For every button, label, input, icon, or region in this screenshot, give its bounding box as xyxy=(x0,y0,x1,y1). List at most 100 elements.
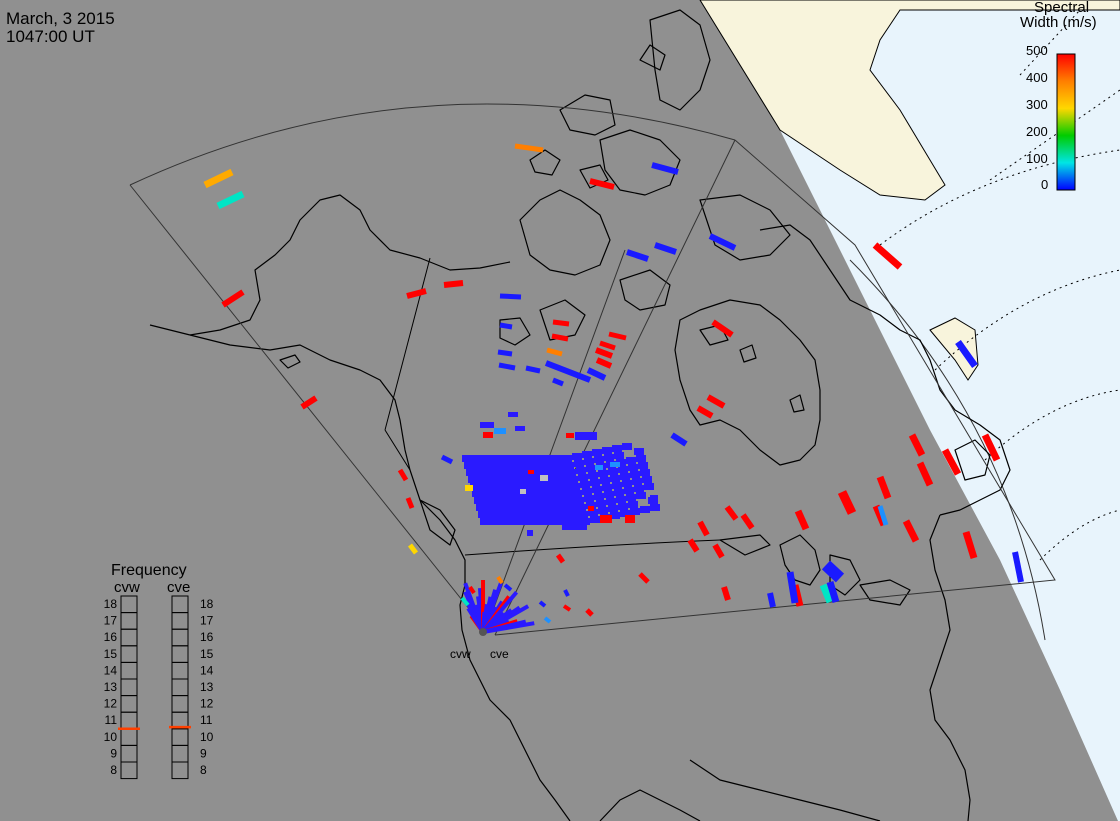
radar-echo-cell xyxy=(877,505,889,526)
radar-echo-cell xyxy=(962,530,978,560)
greenland-landmass xyxy=(699,0,1120,201)
radar-echo-cell xyxy=(221,289,245,308)
radar-echo-cell xyxy=(592,449,602,456)
radar-echo-cell xyxy=(484,462,494,469)
radar-echo-cell xyxy=(819,583,834,604)
radar-echo-cell xyxy=(406,288,427,299)
radar-echo-cell xyxy=(638,462,648,469)
radar-echo-cell xyxy=(564,462,574,469)
radar-site-marker xyxy=(479,628,487,636)
radar-echo-cell xyxy=(588,506,594,511)
radar-echo-cell xyxy=(508,511,518,518)
radar-echo-cell xyxy=(566,504,576,511)
radar-echo-cell xyxy=(548,476,558,483)
radar-echo-cell xyxy=(712,543,725,559)
radar-echo-cell xyxy=(650,495,658,503)
radar-echo-cell xyxy=(405,497,415,509)
frequency-tick-label: 16 xyxy=(200,630,214,644)
radar-echoes xyxy=(203,143,1024,634)
radar-echo-cell xyxy=(622,480,632,487)
radar-echo-cell xyxy=(486,504,496,511)
radar-echo-cell xyxy=(499,293,522,300)
radar-echo-cell xyxy=(530,518,540,525)
radar-echo-cell xyxy=(821,560,845,583)
radar-echo-cell xyxy=(544,360,592,383)
radar-echo-cell xyxy=(488,511,498,518)
radar-echo-cell xyxy=(584,458,594,465)
radar-echo-cell xyxy=(568,511,578,518)
radar-echo-cell xyxy=(506,469,516,476)
radar-echo-cell xyxy=(478,476,488,483)
radar-echo-cell xyxy=(497,349,513,357)
radar-echo-cell xyxy=(472,455,482,462)
radar-echo-cell xyxy=(876,475,892,500)
radar-echo-cell xyxy=(576,467,586,474)
radar-echo-cell xyxy=(574,497,584,504)
radar-echo-cell xyxy=(572,490,582,497)
radar-echo-cell xyxy=(651,162,679,175)
radar-echo-cell xyxy=(650,504,660,511)
radar-echo-cell xyxy=(532,455,542,462)
colorbar-ticks: 500 400 300 200 100 0 xyxy=(1026,43,1048,192)
radar-echo-cell xyxy=(496,575,504,585)
radar-echo-cell xyxy=(544,462,554,469)
colorbar-title-line2: Width (m/s) xyxy=(1020,14,1097,31)
frequency-tick-label: 16 xyxy=(104,630,118,644)
time-label: 1047:00 UT xyxy=(6,27,95,46)
radar-echo-cell xyxy=(520,518,530,525)
radar-echo-cell xyxy=(602,447,612,454)
radar-echo-cell xyxy=(512,455,522,462)
radar-echo-cell xyxy=(514,497,524,504)
frequency-tick-label: 17 xyxy=(200,614,214,628)
radar-echo-cell xyxy=(542,490,552,497)
radar-echo-cell xyxy=(443,280,464,288)
radar-echo-cell xyxy=(494,497,504,504)
radar-echo-cell xyxy=(510,518,520,525)
radar-echo-cell xyxy=(503,583,513,592)
radar-site-label-cvw: cvw xyxy=(450,647,471,661)
radar-echo-cell xyxy=(640,506,650,513)
colorbar xyxy=(1056,53,1076,191)
radar-echo-cell xyxy=(599,340,616,351)
radar-echo-cell xyxy=(556,469,566,476)
radar-echo-cell xyxy=(767,592,776,608)
radar-echo-cell xyxy=(614,452,624,459)
radar-echo-cell xyxy=(606,498,616,505)
radar-echo-cell xyxy=(518,476,528,483)
radar-echo-cell xyxy=(595,465,603,470)
frequency-tick-label: 15 xyxy=(104,647,118,661)
radar-echo-cell xyxy=(610,475,620,482)
frequency-tick-label: 13 xyxy=(200,680,214,694)
radar-echo-cell xyxy=(568,476,578,483)
radar-echo-cell xyxy=(496,469,506,476)
radar-echo-cell xyxy=(500,483,510,490)
radar-echo-cell xyxy=(440,454,454,465)
radar-echo-cell xyxy=(589,178,615,190)
radar-echo-cell xyxy=(540,515,560,525)
radar-echo-cell xyxy=(586,465,596,472)
frequency-tick-label: 10 xyxy=(200,730,214,744)
radar-echo-cell xyxy=(490,518,500,525)
radar-echo-cell xyxy=(550,483,560,490)
radar-echo-cell xyxy=(216,190,245,210)
radar-echo-cell xyxy=(516,504,526,511)
radar-echo-cell xyxy=(628,501,638,508)
radar-echo-cell xyxy=(654,242,677,255)
radar-echo-cell xyxy=(483,432,493,438)
radar-echo-cell xyxy=(644,483,654,490)
radar-echo-cell xyxy=(670,432,688,447)
frequency-scale: 18 17 16 15 14 13 12 11 10 9 8 18 17 16 15 14 13 12 11 10 9 8 xyxy=(104,595,214,780)
radar-echo-cell xyxy=(594,456,604,463)
radar-echo-cell xyxy=(562,490,572,497)
radar-echo-cell xyxy=(590,479,600,486)
radar-echo-cell xyxy=(552,319,570,327)
radar-echo-cell xyxy=(478,511,488,518)
frequency-tick-label: 11 xyxy=(200,713,213,727)
radar-echo-cell xyxy=(492,455,502,462)
radar-echo-cell xyxy=(570,483,580,490)
radar-echo-cell xyxy=(794,509,810,531)
frequency-tick-label: 8 xyxy=(110,763,117,777)
radar-echo-cell xyxy=(540,475,548,481)
radar-echo-cell xyxy=(543,616,552,624)
frequency-radar-cvw: cvw xyxy=(114,579,140,596)
